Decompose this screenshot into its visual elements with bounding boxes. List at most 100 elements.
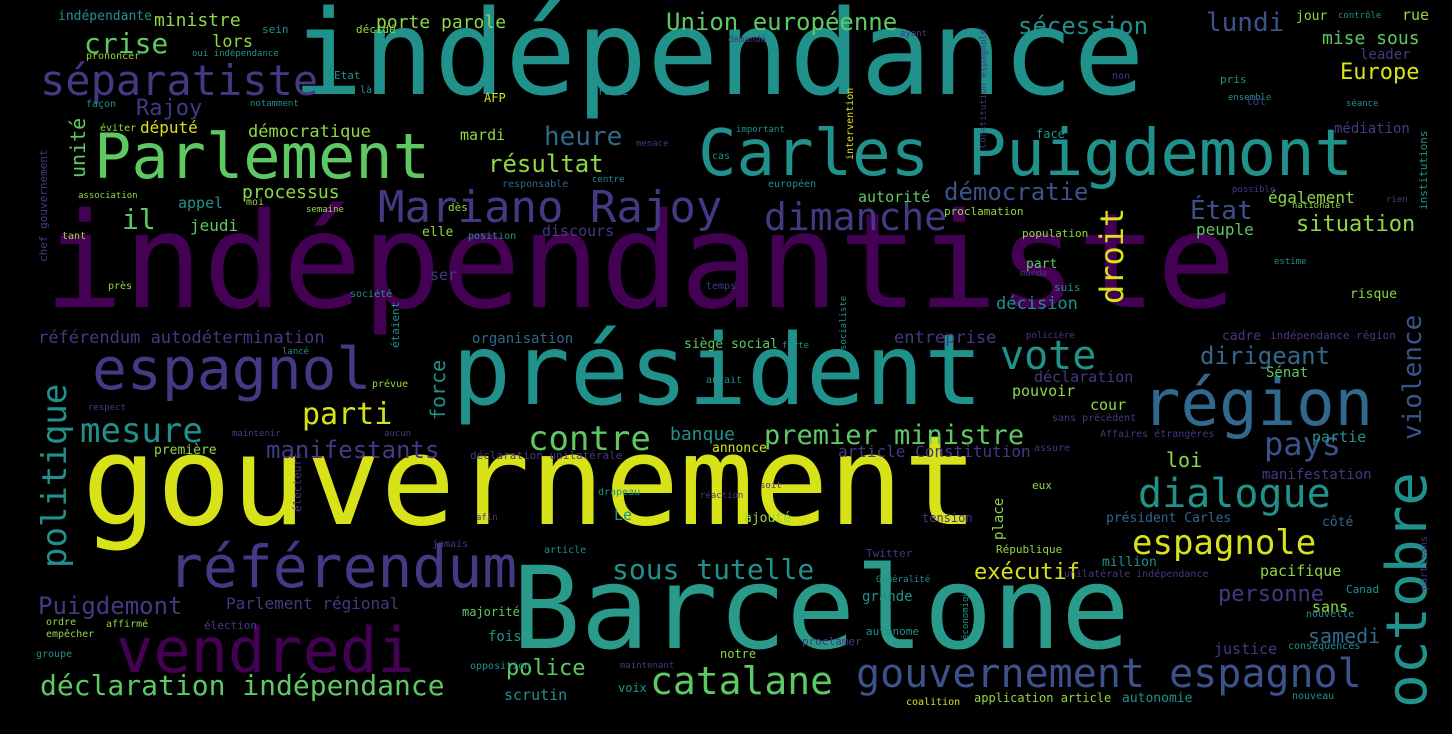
cloud-word: autonome — [866, 625, 919, 638]
cloud-word: séparatiste — [40, 56, 319, 105]
cloud-word: Affaires étrangères — [1100, 429, 1215, 440]
cloud-word: discours — [542, 222, 615, 240]
cloud-word: gouvernement — [82, 410, 978, 554]
cloud-word: résultat — [488, 150, 604, 178]
cloud-word: personne — [1218, 582, 1324, 607]
cloud-word: million — [1102, 555, 1157, 570]
cloud-word: maintenant — [620, 661, 675, 671]
cloud-word: Rajoy — [136, 96, 203, 121]
cloud-word: conséquences — [1288, 641, 1361, 652]
cloud-word: République — [996, 543, 1063, 556]
cloud-word: manifestants — [266, 436, 440, 464]
cloud-word: elle — [422, 225, 454, 240]
cloud-word: intervention — [845, 87, 856, 160]
cloud-word: élection — [204, 619, 257, 632]
cloud-word: association — [78, 191, 138, 201]
cloud-word: indépendance région — [1270, 329, 1396, 342]
cloud-word: mardi — [460, 126, 506, 144]
cloud-word: catalane — [650, 659, 834, 703]
cloud-word: pris — [1220, 73, 1247, 86]
cloud-word: dès — [448, 201, 468, 214]
cloud-word: sans — [1312, 598, 1349, 616]
cloud-word: vote — [1000, 333, 1097, 379]
cloud-word: unité — [66, 117, 90, 178]
cloud-word: mise sous — [1322, 28, 1420, 49]
cloud-word: sein — [262, 23, 289, 36]
cloud-word: siège social — [684, 337, 778, 352]
cloud-word: pacifique — [1260, 562, 1342, 580]
cloud-word: décidé — [356, 23, 396, 36]
cloud-word: déclaration indépendance — [40, 669, 445, 702]
cloud-word: monde — [1020, 269, 1048, 279]
cloud-word: affirmé — [106, 619, 149, 630]
cloud-word: rue — [1402, 6, 1430, 24]
cloud-word: espagnol — [92, 335, 372, 403]
cloud-word: Parlement régional — [226, 594, 400, 613]
cloud-word: leader — [1360, 47, 1411, 63]
cloud-word: voix — [618, 681, 647, 695]
cloud-word: soit — [760, 481, 782, 491]
cloud-word: banque — [670, 424, 736, 445]
cloud-word: partie — [1312, 428, 1367, 446]
cloud-word: population — [1022, 227, 1089, 240]
cloud-word: groupe — [36, 649, 73, 660]
cloud-word: article — [544, 545, 587, 556]
cloud-word: européen — [768, 179, 817, 190]
cloud-word: éviter — [100, 123, 137, 134]
cloud-word: pays — [1264, 425, 1342, 463]
cloud-word: Barcelone — [512, 542, 1130, 675]
cloud-word: dirigeant — [1200, 342, 1331, 370]
cloud-word: heure — [544, 122, 623, 152]
cloud-word: proclamation — [944, 205, 1024, 218]
cloud-word: déclaration — [1034, 368, 1134, 386]
cloud-word: drapeau — [598, 487, 641, 498]
cloud-word: président Carles — [1106, 511, 1232, 526]
cloud-word: façon — [86, 99, 117, 110]
cloud-word: processus — [242, 182, 340, 203]
cloud-word: unilatérale indépendance — [1064, 569, 1209, 580]
cloud-word: AFP — [484, 91, 506, 105]
cloud-word: ser — [430, 266, 458, 284]
cloud-word: étaient — [389, 301, 402, 348]
cloud-word: séance — [1346, 99, 1379, 109]
cloud-word: estime — [1274, 257, 1307, 267]
cloud-word: violence — [1398, 314, 1428, 440]
cloud-word: décision — [996, 294, 1078, 314]
cloud-word: mesure — [80, 411, 203, 451]
cloud-word: policière — [1026, 331, 1075, 341]
cloud-word: face — [1036, 127, 1065, 141]
cloud-word: Carles Puigdemont — [698, 117, 1354, 191]
cloud-word: référendum — [168, 533, 518, 601]
cloud-word: électeurs — [291, 452, 304, 512]
cloud-word: côté — [1322, 515, 1354, 530]
cloud-word: démocratie — [944, 178, 1089, 206]
cloud-word: sans précédent — [1052, 413, 1137, 424]
cloud-word: Twitter — [866, 547, 913, 560]
cloud-word: force — [426, 359, 450, 420]
cloud-word: exécutif — [974, 560, 1080, 585]
cloud-word: porte parole — [376, 12, 507, 33]
cloud-word: prononcer — [86, 51, 141, 62]
cloud-word: dialogue — [1138, 471, 1331, 517]
cloud-word: peuple — [1196, 220, 1254, 239]
cloud-word: notre — [720, 647, 757, 661]
cloud-word: espagnole — [1132, 523, 1317, 563]
cloud-word: il — [122, 203, 156, 236]
cloud-word: jamais — [432, 539, 469, 550]
cloud-word: afin — [476, 513, 498, 523]
cloud-word: prévue — [372, 379, 409, 390]
cloud-word: notamment — [250, 99, 299, 109]
cloud-word: indépendante — [58, 9, 152, 24]
cloud-word: ensemble — [1228, 93, 1272, 103]
cloud-word: moi — [246, 197, 265, 208]
cloud-word: référendum autodétermination — [38, 328, 325, 348]
cloud-word: ayant — [900, 29, 928, 39]
cloud-word: situation — [1296, 212, 1416, 237]
cloud-word: application article — [974, 691, 1112, 705]
cloud-word: loi — [1166, 448, 1203, 472]
cloud-word: État — [1190, 196, 1253, 226]
cloud-word: Mariano Rajoy — [378, 182, 723, 233]
cloud-word: majorité — [462, 605, 520, 619]
cloud-word: tension — [922, 511, 973, 525]
